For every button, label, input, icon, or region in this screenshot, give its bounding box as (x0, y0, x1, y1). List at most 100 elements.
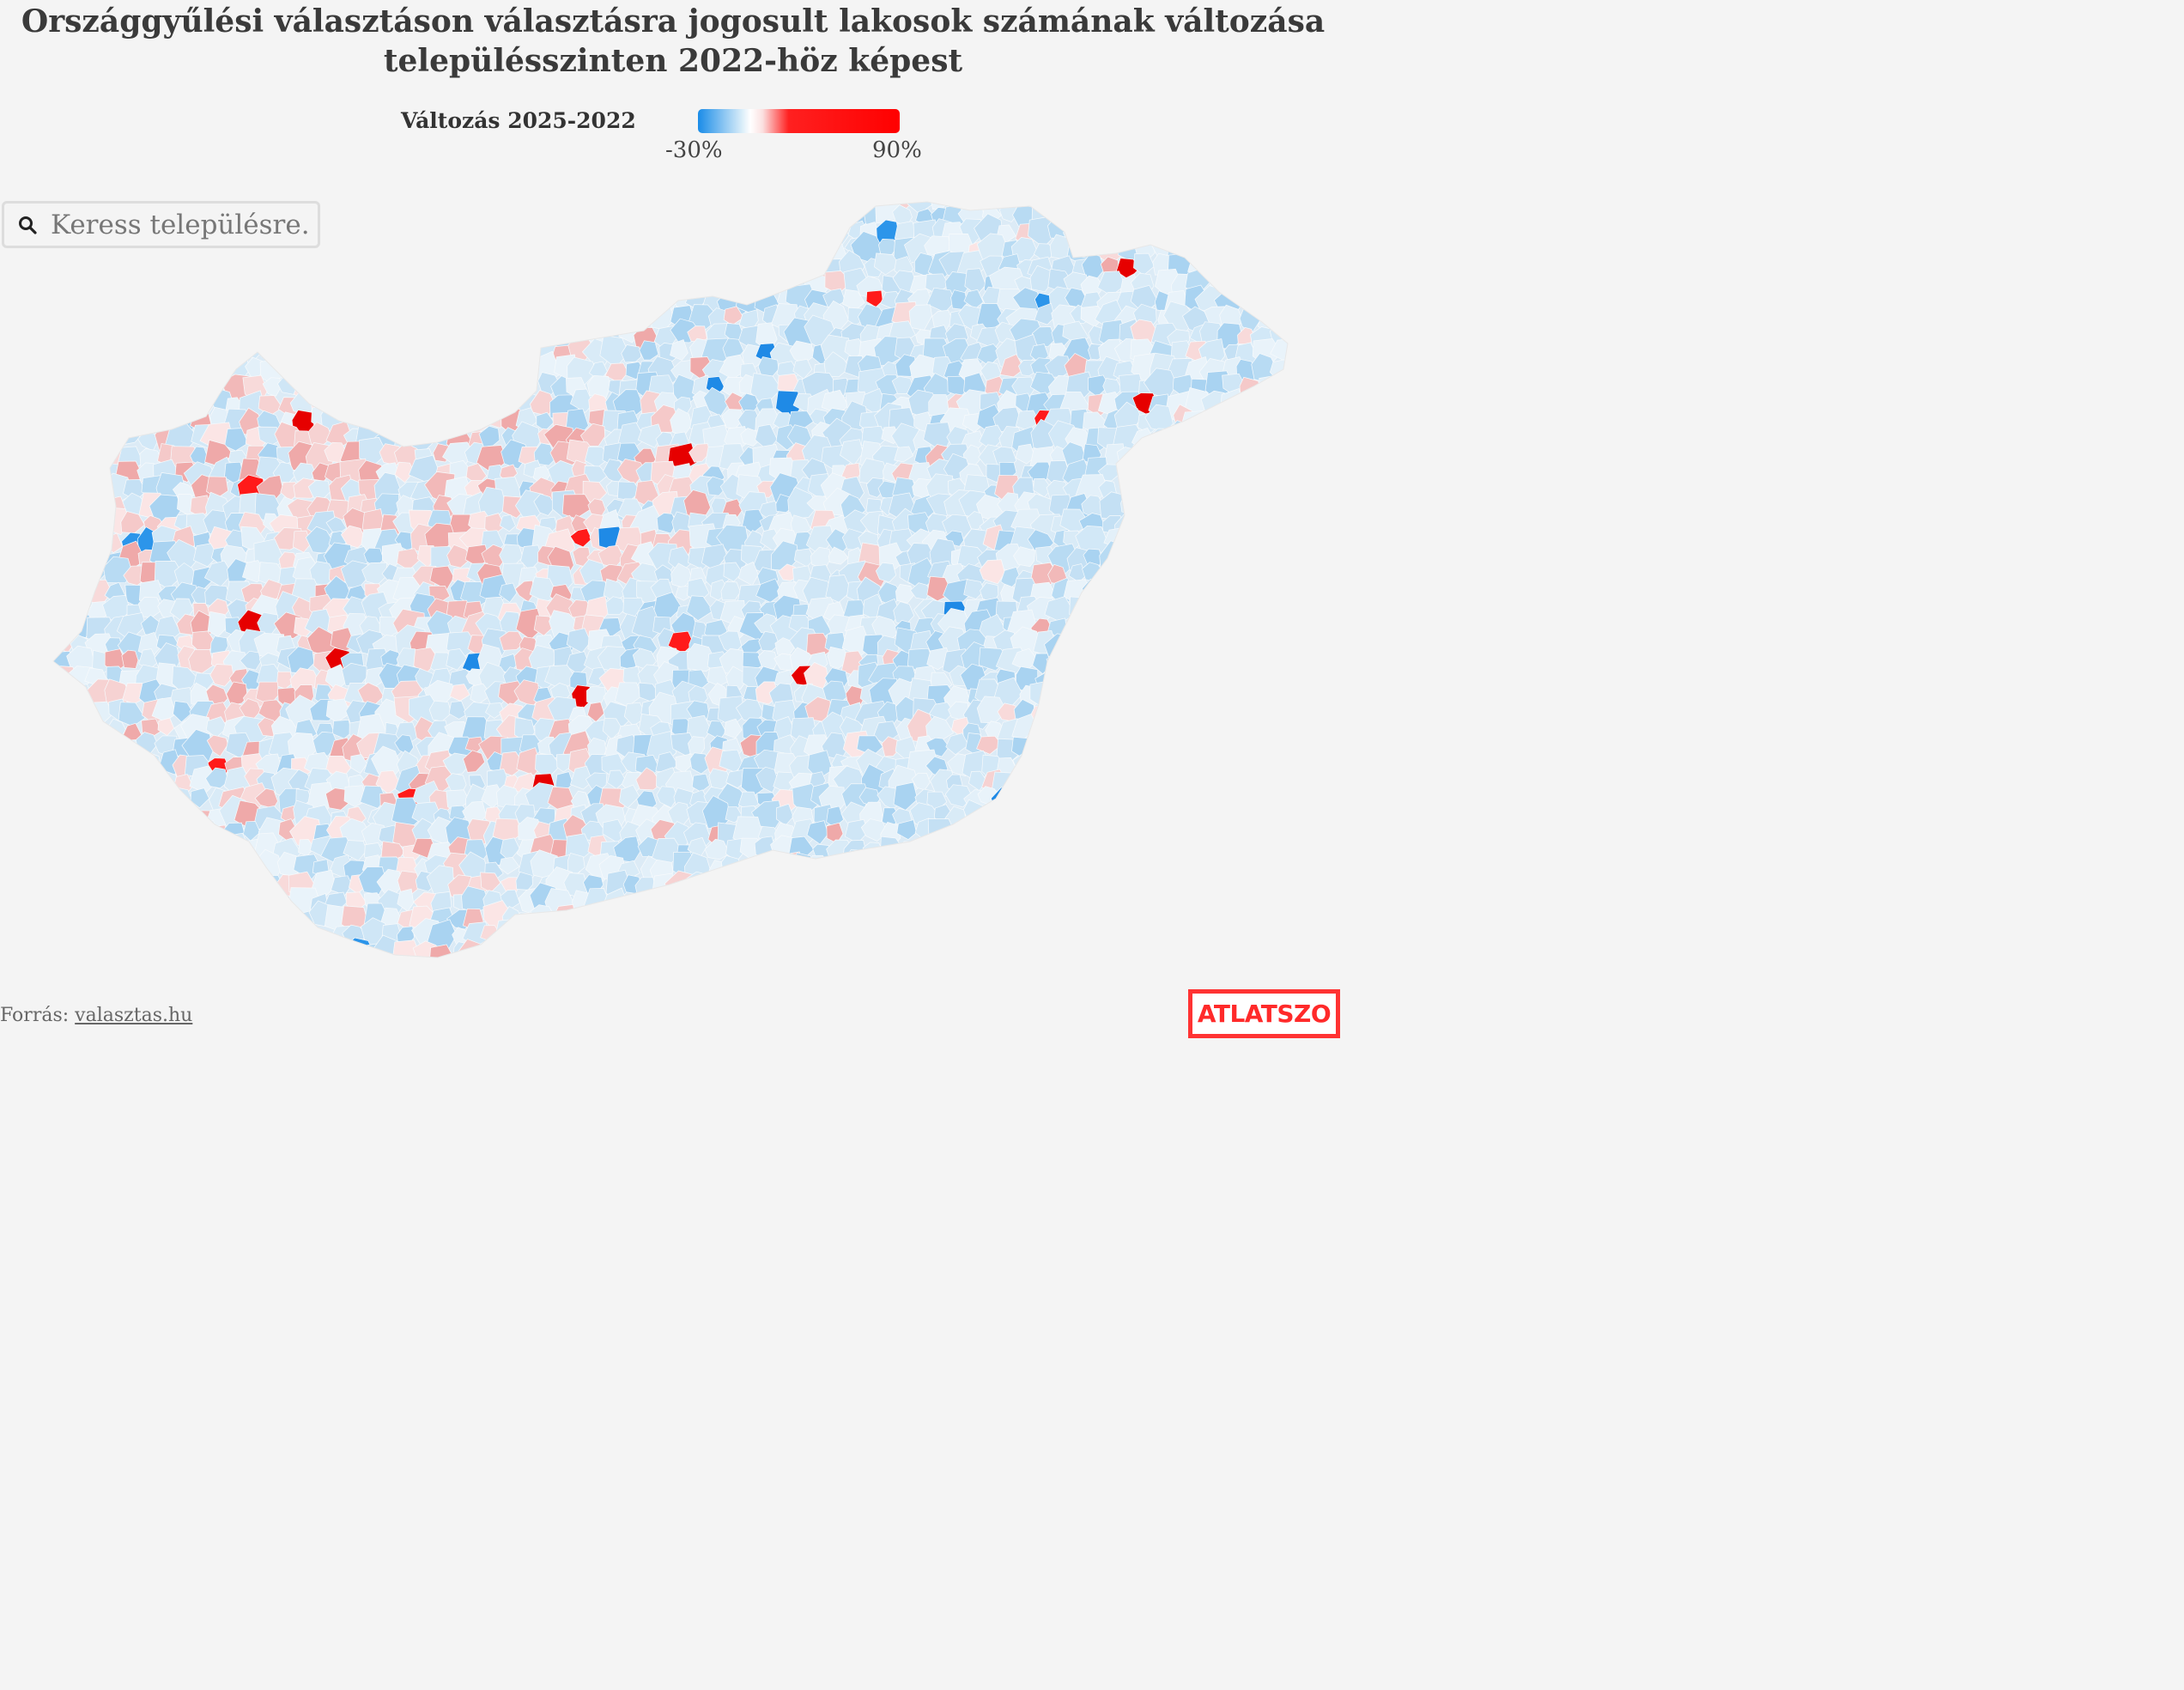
settlement-cell[interactable] (428, 586, 451, 605)
settlement-cell[interactable] (569, 671, 588, 691)
settlement-cell[interactable] (170, 925, 197, 949)
settlement-cell[interactable] (1208, 532, 1226, 550)
settlement-cell[interactable] (1094, 900, 1126, 932)
settlement-cell[interactable] (346, 584, 367, 606)
settlement-cell[interactable] (51, 304, 81, 331)
settlement-cell[interactable] (669, 431, 689, 452)
settlement-cell[interactable] (394, 721, 419, 745)
settlement-cell[interactable] (1183, 849, 1215, 879)
settlement-cell[interactable] (850, 231, 883, 264)
settlement-cell[interactable] (1029, 446, 1055, 474)
settlement-cell[interactable] (976, 326, 1004, 350)
settlement-cell[interactable] (502, 666, 525, 689)
settlement-cell[interactable] (64, 522, 96, 552)
settlement-cell[interactable] (929, 538, 960, 571)
settlement-cell[interactable] (636, 790, 658, 812)
settlement-cell[interactable] (790, 459, 814, 487)
settlement-cell[interactable] (88, 550, 112, 571)
settlement-cell[interactable] (431, 372, 456, 396)
settlement-cell[interactable] (619, 821, 643, 845)
settlement-cell[interactable] (909, 354, 942, 383)
settlement-cell[interactable] (603, 459, 627, 484)
settlement-cell[interactable] (962, 799, 989, 824)
settlement-cell[interactable] (330, 391, 356, 422)
settlement-cell[interactable] (722, 251, 750, 275)
settlement-cell[interactable] (288, 321, 316, 343)
settlement-cell[interactable] (426, 865, 454, 895)
settlement-cell[interactable] (157, 599, 179, 621)
settlement-cell[interactable] (890, 925, 921, 955)
settlement-cell[interactable] (1132, 774, 1155, 796)
settlement-cell[interactable] (1186, 668, 1210, 697)
settlement-cell[interactable] (414, 716, 440, 745)
settlement-cell[interactable] (580, 614, 609, 643)
settlement-cell[interactable] (239, 698, 262, 721)
settlement-cell[interactable] (767, 512, 798, 537)
settlement-cell[interactable] (724, 323, 744, 344)
settlement-cell[interactable] (601, 753, 628, 780)
settlement-cell[interactable] (500, 837, 520, 862)
settlement-cell[interactable] (1200, 598, 1231, 628)
settlement-cell[interactable] (296, 514, 322, 537)
settlement-cell[interactable] (689, 523, 719, 556)
settlement-cell[interactable] (686, 714, 712, 748)
settlement-cell[interactable] (550, 922, 574, 950)
settlement-cell[interactable] (1180, 703, 1211, 730)
settlement-cell[interactable] (1267, 937, 1297, 969)
settlement-cell[interactable] (1153, 785, 1178, 810)
settlement-cell[interactable] (413, 891, 440, 915)
settlement-cell[interactable] (1118, 580, 1145, 605)
settlement-cell[interactable] (482, 900, 514, 933)
settlement-cell[interactable] (912, 840, 932, 862)
settlement-cell[interactable] (909, 274, 934, 300)
settlement-cell[interactable] (727, 616, 749, 640)
settlement-cell[interactable] (877, 635, 900, 657)
settlement-cell[interactable] (462, 921, 493, 947)
settlement-cell[interactable] (356, 714, 388, 745)
settlement-cell[interactable] (1028, 791, 1060, 818)
settlement-cell[interactable] (433, 495, 458, 520)
settlement-cell[interactable] (1081, 665, 1107, 690)
settlement-cell[interactable] (962, 599, 996, 630)
settlement-cell[interactable] (410, 617, 446, 642)
settlement-cell[interactable] (533, 442, 557, 466)
settlement-cell[interactable] (363, 547, 385, 568)
settlement-cell[interactable] (1065, 371, 1095, 404)
settlement-cell[interactable] (635, 818, 662, 848)
settlement-cell[interactable] (36, 559, 63, 590)
settlement-cell[interactable] (535, 284, 561, 312)
settlement-cell[interactable] (1033, 477, 1053, 498)
settlement-cell[interactable] (854, 701, 889, 733)
settlement-cell[interactable] (840, 323, 873, 351)
settlement-cell[interactable] (840, 462, 861, 484)
settlement-cell[interactable] (50, 283, 81, 312)
settlement-cell[interactable] (804, 289, 833, 317)
settlement-cell[interactable] (689, 635, 709, 656)
settlement-cell[interactable] (756, 567, 780, 591)
settlement-cell[interactable] (361, 854, 385, 876)
settlement-cell[interactable] (741, 768, 772, 797)
settlement-cell[interactable] (1080, 305, 1106, 328)
settlement-cell[interactable] (1098, 338, 1125, 363)
settlement-cell[interactable] (869, 678, 900, 710)
settlement-cell[interactable] (442, 249, 476, 282)
settlement-cell[interactable] (357, 682, 385, 706)
settlement-cell[interactable] (759, 235, 780, 259)
settlement-cell[interactable] (946, 426, 971, 449)
settlement-cell[interactable] (397, 184, 424, 216)
settlement-cell[interactable] (942, 337, 974, 364)
settlement-cell[interactable] (485, 407, 506, 429)
settlement-cell[interactable] (701, 544, 728, 572)
settlement-cell[interactable] (561, 494, 594, 520)
settlement-cell[interactable] (349, 874, 367, 895)
settlement-cell[interactable] (862, 634, 886, 660)
settlement-cell[interactable] (1151, 528, 1179, 554)
settlement-cell[interactable] (262, 377, 282, 397)
settlement-cell[interactable] (689, 475, 720, 504)
settlement-cell[interactable] (530, 849, 560, 879)
settlement-cell[interactable] (445, 773, 467, 793)
settlement-cell[interactable] (964, 268, 986, 295)
settlement-cell[interactable] (545, 935, 573, 963)
settlement-cell[interactable] (583, 646, 612, 673)
settlement-cell[interactable] (865, 498, 883, 519)
